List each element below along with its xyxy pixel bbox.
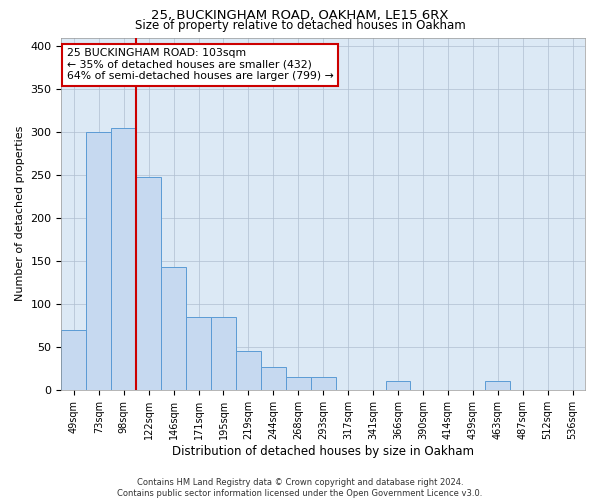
Bar	[61, 330, 86, 390]
Bar	[386, 382, 410, 390]
Bar	[161, 267, 186, 390]
Text: 25, BUCKINGHAM ROAD, OAKHAM, LE15 6RX: 25, BUCKINGHAM ROAD, OAKHAM, LE15 6RX	[151, 9, 449, 22]
Bar	[186, 317, 211, 390]
Bar	[236, 351, 261, 390]
Y-axis label: Number of detached properties: Number of detached properties	[15, 126, 25, 302]
Bar	[286, 377, 311, 390]
Text: 25 BUCKINGHAM ROAD: 103sqm
← 35% of detached houses are smaller (432)
64% of sem: 25 BUCKINGHAM ROAD: 103sqm ← 35% of deta…	[67, 48, 334, 82]
Bar	[485, 382, 510, 390]
Bar	[211, 317, 236, 390]
Bar	[136, 176, 161, 390]
Bar	[261, 366, 286, 390]
X-axis label: Distribution of detached houses by size in Oakham: Distribution of detached houses by size …	[172, 444, 474, 458]
Text: Contains HM Land Registry data © Crown copyright and database right 2024.
Contai: Contains HM Land Registry data © Crown c…	[118, 478, 482, 498]
Bar	[111, 128, 136, 390]
Text: Size of property relative to detached houses in Oakham: Size of property relative to detached ho…	[134, 19, 466, 32]
Bar	[311, 377, 335, 390]
Bar	[86, 132, 111, 390]
